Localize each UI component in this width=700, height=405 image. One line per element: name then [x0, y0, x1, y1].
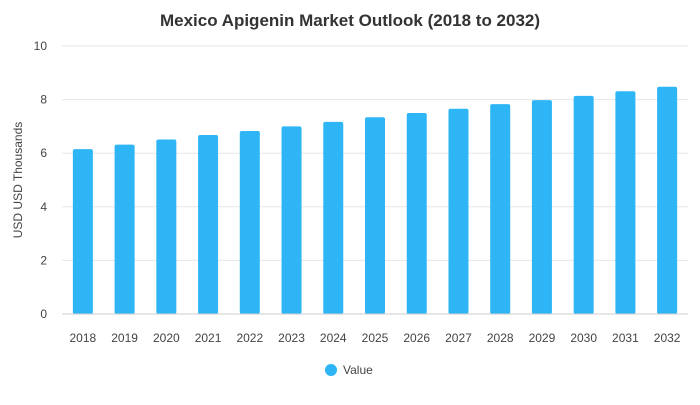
y-tick-label: 10: [34, 39, 48, 53]
y-tick-label: 8: [40, 93, 47, 107]
x-tick-label: 2027: [445, 331, 472, 345]
bar-2019[interactable]: [114, 144, 135, 314]
x-tick-label: 2026: [403, 331, 430, 345]
x-tick-label: 2025: [362, 331, 389, 345]
bar-2020[interactable]: [156, 139, 177, 314]
y-tick-label: 4: [40, 200, 47, 214]
x-tick-label: 2024: [320, 331, 347, 345]
bar-2027[interactable]: [448, 108, 469, 314]
x-tick-label: 2020: [153, 331, 180, 345]
x-tick-label: 2019: [111, 331, 138, 345]
y-axis-title: USD USD Thousands: [11, 122, 25, 239]
bar-2028[interactable]: [490, 104, 511, 314]
bar-2029[interactable]: [531, 100, 552, 314]
bar-2032[interactable]: [657, 86, 678, 315]
x-tick-label: 2031: [612, 331, 639, 345]
bars: [72, 86, 678, 315]
x-tick-label: 2030: [570, 331, 597, 345]
y-tick-label: 2: [40, 253, 47, 267]
legend-label: Value: [343, 363, 373, 377]
bar-2023[interactable]: [281, 126, 302, 315]
x-tick-label: 2032: [654, 331, 681, 345]
y-tick-label: 0: [40, 307, 47, 321]
legend[interactable]: Value: [325, 363, 373, 377]
x-tick-label: 2018: [70, 331, 97, 345]
x-tick-label: 2029: [529, 331, 556, 345]
bar-2024[interactable]: [323, 121, 344, 315]
x-tick-label: 2028: [487, 331, 514, 345]
y-axis-ticks: 0 2 4 6 8 10: [34, 39, 48, 321]
x-axis-ticks: 2018 2019 2020 2021 2022 2023 2024 2025 2026 2027…: [70, 331, 681, 345]
bar-2025[interactable]: [365, 117, 385, 315]
legend-marker: [325, 364, 337, 376]
bar-2021[interactable]: [198, 134, 219, 314]
bar-2030[interactable]: [573, 95, 594, 315]
x-tick-label: 2022: [236, 331, 263, 345]
bar-2026[interactable]: [406, 113, 427, 314]
chart-title: Mexico Apigenin Market Outlook (2018 to …: [160, 11, 540, 30]
x-tick-label: 2021: [195, 331, 222, 345]
bar-2022[interactable]: [239, 130, 260, 314]
bar-2031[interactable]: [615, 91, 636, 315]
x-tick-label: 2023: [278, 331, 305, 345]
bar-2018[interactable]: [72, 149, 93, 314]
y-tick-label: 6: [40, 146, 47, 160]
